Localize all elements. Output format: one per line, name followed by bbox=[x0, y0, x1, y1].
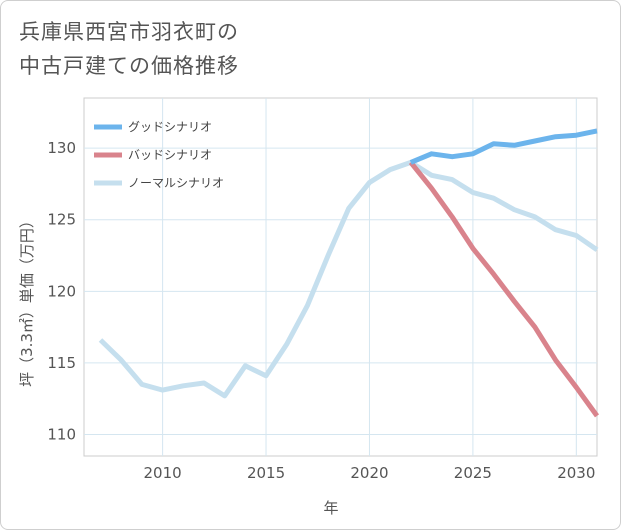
axis-ticks: 2010 2015 2020 2025 2030 110 115 120 125 130 bbox=[47, 139, 595, 482]
legend-label-0: グッドシナリオ bbox=[128, 120, 212, 134]
y-tick-label: 125 bbox=[47, 211, 76, 229]
plot-area bbox=[83, 97, 598, 457]
series-line-1 bbox=[408, 160, 600, 418]
legend-label-2: ノーマルシナリオ bbox=[128, 176, 224, 190]
chart-title-line-1: 兵庫県西宮市羽衣町の bbox=[19, 20, 239, 44]
y-tick-label: 115 bbox=[47, 354, 76, 372]
x-tick-label: 2020 bbox=[350, 464, 388, 482]
y-tick-label: 130 bbox=[47, 139, 76, 157]
grid-lines bbox=[84, 98, 597, 456]
y-tick-label: 110 bbox=[47, 426, 76, 444]
x-tick-label: 2030 bbox=[557, 464, 595, 482]
series-line-2 bbox=[98, 159, 599, 399]
series-lines bbox=[98, 128, 600, 418]
x-tick-label: 2025 bbox=[454, 464, 492, 482]
x-axis-label: 年 bbox=[323, 499, 338, 517]
y-tick-label: 120 bbox=[47, 282, 76, 300]
series-line-0 bbox=[409, 128, 598, 165]
legend-label-1: バッドシナリオ bbox=[128, 148, 212, 162]
x-tick-label: 2010 bbox=[144, 464, 182, 482]
chart-title: 兵庫県西宮市羽衣町の 中古戸建ての価格推移 bbox=[19, 15, 239, 83]
x-tick-label: 2015 bbox=[247, 464, 285, 482]
chart-title-line-2: 中古戸建ての価格推移 bbox=[19, 54, 239, 78]
y-axis-label: 坪（3.3㎡）単価（万円） bbox=[18, 213, 36, 387]
